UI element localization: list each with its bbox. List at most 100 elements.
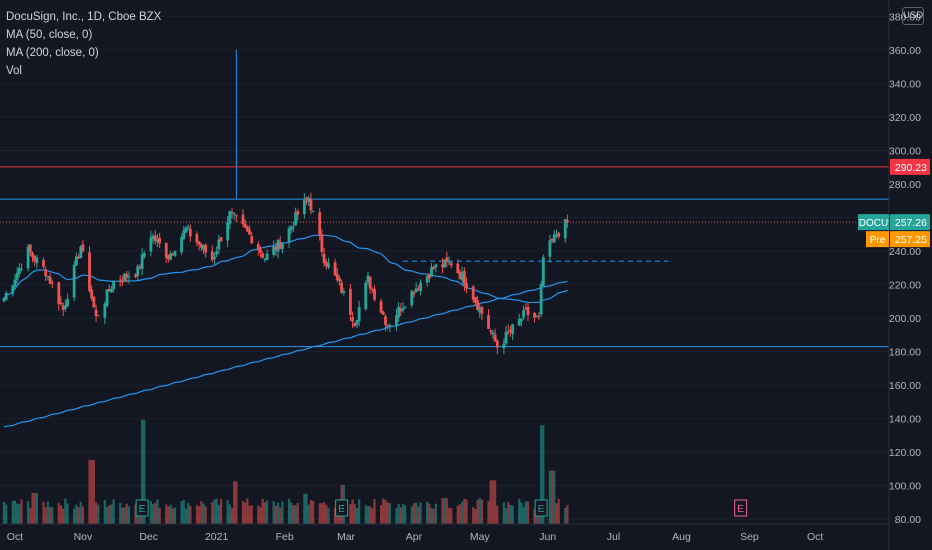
legend-symbol-title[interactable]: DocuSign, Inc., 1D, Cboe BZX	[6, 11, 162, 23]
candle-body[interactable]	[353, 323, 357, 327]
candle-body[interactable]	[445, 257, 449, 262]
earnings-marker-2[interactable]	[534, 499, 548, 517]
candle-body[interactable]	[4, 293, 8, 300]
candle-body[interactable]	[425, 276, 429, 283]
candle-body[interactable]	[476, 300, 479, 310]
candle-body[interactable]	[473, 297, 477, 303]
candle-body[interactable]	[256, 244, 260, 250]
candle-body[interactable]	[338, 278, 341, 282]
candle-body[interactable]	[309, 198, 313, 211]
candle-body[interactable]	[458, 271, 462, 280]
legend-ma200[interactable]: MA (200, close, 0)	[6, 47, 99, 59]
candle-body[interactable]	[557, 232, 561, 237]
candle-body[interactable]	[13, 279, 17, 287]
candle-body[interactable]	[364, 282, 368, 310]
candle-body[interactable]	[517, 318, 521, 326]
candle-body[interactable]	[81, 244, 85, 251]
candle-body[interactable]	[72, 264, 76, 298]
candle-body[interactable]	[149, 237, 153, 252]
candle-body[interactable]	[2, 298, 6, 302]
candle-body[interactable]	[120, 281, 124, 283]
candle-body[interactable]	[164, 242, 168, 258]
candle-body[interactable]	[26, 246, 30, 269]
candle-body[interactable]	[142, 253, 146, 257]
candle-body[interactable]	[138, 266, 142, 269]
candle-body[interactable]	[449, 263, 453, 266]
candle-body[interactable]	[140, 254, 144, 270]
candle-body[interactable]	[123, 273, 126, 281]
candle-body[interactable]	[357, 307, 361, 322]
candle-body[interactable]	[427, 273, 431, 279]
candle-body[interactable]	[167, 255, 170, 260]
candle-body[interactable]	[226, 222, 230, 241]
legend-ma50[interactable]: MA (50, close, 0)	[6, 29, 93, 41]
candle-body[interactable]	[204, 244, 208, 253]
candle-body[interactable]	[566, 220, 569, 223]
candle-body[interactable]	[412, 292, 416, 295]
candle-body[interactable]	[90, 289, 94, 299]
candle-body[interactable]	[103, 303, 107, 318]
earnings-marker-3[interactable]	[734, 499, 748, 517]
candle-body[interactable]	[552, 234, 556, 243]
candle-body[interactable]	[386, 325, 390, 327]
candle-body[interactable]	[274, 247, 278, 251]
candle-body[interactable]	[188, 228, 192, 237]
candle-body[interactable]	[522, 310, 525, 318]
candle-body[interactable]	[524, 308, 528, 310]
candle-body[interactable]	[471, 286, 475, 300]
candle-body[interactable]	[502, 343, 506, 349]
candle-body[interactable]	[44, 269, 48, 277]
candle-body[interactable]	[263, 259, 267, 261]
candle-body[interactable]	[335, 273, 339, 280]
candle-body[interactable]	[349, 288, 352, 315]
candle-body[interactable]	[327, 263, 330, 268]
candle-body[interactable]	[548, 240, 552, 257]
candle-body[interactable]	[430, 267, 433, 277]
candle-body[interactable]	[57, 282, 61, 305]
candle-body[interactable]	[340, 282, 344, 293]
candle-body[interactable]	[35, 257, 39, 264]
candle-body[interactable]	[563, 219, 567, 239]
candle-body[interactable]	[491, 332, 495, 335]
candle-body[interactable]	[46, 275, 50, 278]
candle-body[interactable]	[184, 227, 188, 233]
candle-body[interactable]	[125, 274, 129, 278]
candle-body[interactable]	[322, 253, 326, 264]
earnings-marker-1[interactable]	[335, 499, 349, 517]
candle-body[interactable]	[33, 256, 37, 262]
candle-body[interactable]	[199, 244, 203, 248]
candle-body[interactable]	[281, 242, 284, 250]
candle-body[interactable]	[291, 226, 295, 228]
candle-body[interactable]	[210, 251, 214, 261]
candle-body[interactable]	[416, 288, 420, 290]
candle-body[interactable]	[401, 308, 405, 311]
candle-body[interactable]	[79, 246, 83, 259]
candle-body[interactable]	[355, 320, 359, 325]
candle-body[interactable]	[384, 316, 387, 325]
candle-body[interactable]	[370, 288, 374, 290]
candle-body[interactable]	[92, 296, 96, 308]
currency-button[interactable]: USD	[902, 7, 924, 25]
candle-body[interactable]	[195, 234, 199, 243]
candle-body[interactable]	[48, 276, 52, 284]
candle-body[interactable]	[63, 305, 67, 309]
candle-body[interactable]	[94, 309, 98, 317]
candle-body[interactable]	[403, 307, 407, 309]
candle-body[interactable]	[74, 256, 78, 266]
candle-body[interactable]	[305, 197, 308, 200]
candle-body[interactable]	[311, 211, 315, 213]
candle-body[interactable]	[443, 259, 447, 268]
candle-body[interactable]	[276, 239, 280, 252]
candle-body[interactable]	[228, 211, 232, 224]
candle-body[interactable]	[399, 308, 403, 312]
candle-body[interactable]	[156, 239, 159, 242]
candle-body[interactable]	[487, 315, 490, 329]
candle-body[interactable]	[241, 214, 245, 225]
candle-body[interactable]	[250, 236, 254, 244]
candle-body[interactable]	[318, 212, 322, 236]
candle-body[interactable]	[278, 241, 282, 249]
candle-body[interactable]	[447, 261, 451, 263]
candle-body[interactable]	[169, 253, 173, 260]
candle-body[interactable]	[182, 230, 186, 239]
candle-body[interactable]	[460, 272, 464, 281]
